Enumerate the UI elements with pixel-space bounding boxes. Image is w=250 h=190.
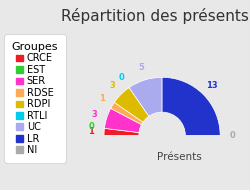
Wedge shape [104,128,139,135]
Legend: CRCE, EST, SER, RDSE, RDPI, RTLI, UC, LR, NI: CRCE, EST, SER, RDSE, RDPI, RTLI, UC, LR… [7,37,63,160]
Text: Répartition des présents: Répartition des présents [61,8,249,24]
Text: 0: 0 [230,131,236,140]
Text: 1: 1 [88,127,94,136]
Text: 0: 0 [119,73,125,82]
Text: 13: 13 [206,81,218,90]
Text: 3: 3 [92,110,97,119]
Text: Présents: Présents [157,152,202,162]
Wedge shape [104,108,142,133]
Wedge shape [129,77,162,116]
Text: 3: 3 [109,81,115,90]
Wedge shape [114,88,149,122]
Text: 1: 1 [98,94,104,103]
Wedge shape [111,102,143,125]
Text: 0: 0 [89,122,95,131]
Wedge shape [162,77,220,135]
Text: 5: 5 [138,63,144,72]
